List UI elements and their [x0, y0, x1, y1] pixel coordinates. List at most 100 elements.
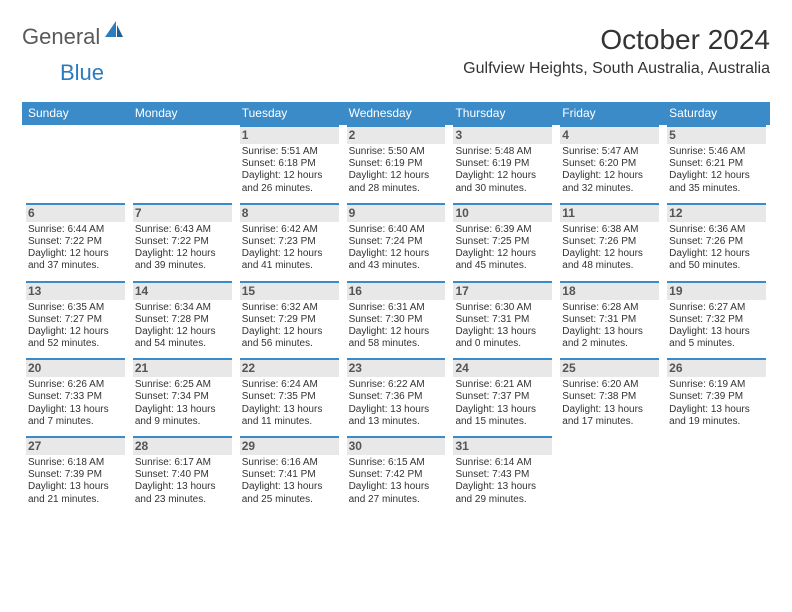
daylight-text-line1: Daylight: 12 hours: [347, 170, 446, 182]
sunrise-text: Sunrise: 6:31 AM: [347, 302, 446, 314]
calendar-day-cell: [663, 436, 770, 514]
calendar-day-number: 26: [667, 358, 766, 377]
daylight-text-line2: and 26 minutes.: [240, 183, 339, 195]
daylight-text-line2: and 19 minutes.: [667, 416, 766, 428]
calendar-day-cell: 2Sunrise: 5:50 AMSunset: 6:19 PMDaylight…: [343, 125, 450, 203]
daylight-text-line2: and 54 minutes.: [133, 338, 232, 350]
calendar-day-number: 16: [347, 281, 446, 300]
calendar-day-number: 21: [133, 358, 232, 377]
calendar-day-cell: 27Sunrise: 6:18 AMSunset: 7:39 PMDayligh…: [22, 436, 129, 514]
daylight-text-line2: and 21 minutes.: [26, 494, 125, 506]
calendar-day-number: 30: [347, 436, 446, 455]
calendar-week-row: 1Sunrise: 5:51 AMSunset: 6:18 PMDaylight…: [22, 125, 770, 203]
calendar-day-number: 17: [453, 281, 552, 300]
calendar-day-number: 8: [240, 203, 339, 222]
calendar-day-cell: 25Sunrise: 6:20 AMSunset: 7:38 PMDayligh…: [556, 358, 663, 436]
calendar-day-cell: 5Sunrise: 5:46 AMSunset: 6:21 PMDaylight…: [663, 125, 770, 203]
daylight-text-line2: and 7 minutes.: [26, 416, 125, 428]
calendar-day-cell: 12 Sunrise: 6:36 AMSunset: 7:26 PMDayligh…: [663, 203, 770, 281]
sunset-text: Sunset: 7:26 PM: [560, 236, 659, 248]
daylight-text-line2: and 32 minutes.: [560, 183, 659, 195]
calendar-day-number: 7: [133, 203, 232, 222]
sunrise-text: Sunrise: 6:43 AM: [133, 224, 232, 236]
calendar-day-number: 12: [667, 203, 766, 222]
daylight-text-line2: and 2 minutes.: [560, 338, 659, 350]
sunset-text: Sunset: 7:33 PM: [26, 391, 125, 403]
calendar-day-number: 5: [667, 125, 766, 144]
calendar-dow-header: Sunday: [22, 102, 129, 125]
calendar-day-number: 9: [347, 203, 446, 222]
daylight-text-line2: and 45 minutes.: [453, 260, 552, 272]
logo: General: [22, 24, 127, 50]
sunrise-text: Sunrise: 6:36 AM: [667, 224, 766, 236]
sunrise-text: Sunrise: 6:39 AM: [453, 224, 552, 236]
sunset-text: Sunset: 7:31 PM: [453, 314, 552, 326]
sunrise-text: Sunrise: 6:32 AM: [240, 302, 339, 314]
sunrise-text: Sunrise: 6:40 AM: [347, 224, 446, 236]
sunset-text: Sunset: 7:39 PM: [26, 469, 125, 481]
sunset-text: Sunset: 7:38 PM: [560, 391, 659, 403]
calendar-week-row: 6Sunrise: 6:44 AMSunset: 7:22 PMDaylight…: [22, 203, 770, 281]
sunset-text: Sunset: 7:23 PM: [240, 236, 339, 248]
calendar-day-number: 25: [560, 358, 659, 377]
daylight-text-line2: and 48 minutes.: [560, 260, 659, 272]
sunset-text: Sunset: 7:27 PM: [26, 314, 125, 326]
calendar-day-cell: 13Sunrise: 6:35 AMSunset: 7:27 PMDayligh…: [22, 281, 129, 359]
calendar-header-row: SundayMondayTuesdayWednesdayThursdayFrid…: [22, 102, 770, 125]
daylight-text-line1: Daylight: 13 hours: [560, 326, 659, 338]
sunset-text: Sunset: 7:24 PM: [347, 236, 446, 248]
sunset-text: Sunset: 7:39 PM: [667, 391, 766, 403]
calendar-day-number: 20: [26, 358, 125, 377]
sunset-text: Sunset: 7:26 PM: [667, 236, 766, 248]
sunset-text: Sunset: 7:35 PM: [240, 391, 339, 403]
calendar-day-number: 28: [133, 436, 232, 455]
daylight-text-line1: Daylight: 12 hours: [240, 326, 339, 338]
sunrise-text: Sunrise: 5:46 AM: [667, 146, 766, 158]
calendar-day-cell: 30Sunrise: 6:15 AMSunset: 7:42 PMDayligh…: [343, 436, 450, 514]
daylight-text-line2: and 11 minutes.: [240, 416, 339, 428]
sunrise-text: Sunrise: 6:18 AM: [26, 457, 125, 469]
calendar-day-cell: 17Sunrise: 6:30 AMSunset: 7:31 PMDayligh…: [449, 281, 556, 359]
calendar-dow-header: Tuesday: [236, 102, 343, 125]
calendar-day-cell: 7Sunrise: 6:43 AMSunset: 7:22 PMDaylight…: [129, 203, 236, 281]
daylight-text-line1: Daylight: 12 hours: [667, 248, 766, 260]
sunset-text: Sunset: 7:43 PM: [453, 469, 552, 481]
calendar-dow-header: Thursday: [449, 102, 556, 125]
calendar-week-row: 20Sunrise: 6:26 AMSunset: 7:33 PMDayligh…: [22, 358, 770, 436]
calendar-day-cell: 9Sunrise: 6:40 AMSunset: 7:24 PMDaylight…: [343, 203, 450, 281]
calendar-day-number: 29: [240, 436, 339, 455]
calendar-empty-cell: [560, 436, 659, 452]
calendar-day-cell: 14Sunrise: 6:34 AMSunset: 7:28 PMDayligh…: [129, 281, 236, 359]
sunset-text: Sunset: 7:29 PM: [240, 314, 339, 326]
daylight-text-line1: Daylight: 13 hours: [453, 404, 552, 416]
sunset-text: Sunset: 7:34 PM: [133, 391, 232, 403]
calendar-day-cell: 10Sunrise: 6:39 AMSunset: 7:25 PMDayligh…: [449, 203, 556, 281]
daylight-text-line2: and 39 minutes.: [133, 260, 232, 272]
calendar-day-cell: 16Sunrise: 6:31 AMSunset: 7:30 PMDayligh…: [343, 281, 450, 359]
calendar-day-cell: 26Sunrise: 6:19 AMSunset: 7:39 PMDayligh…: [663, 358, 770, 436]
daylight-text-line1: Daylight: 12 hours: [133, 248, 232, 260]
calendar-week-row: 27Sunrise: 6:18 AMSunset: 7:39 PMDayligh…: [22, 436, 770, 514]
daylight-text-line1: Daylight: 12 hours: [453, 248, 552, 260]
sunset-text: Sunset: 6:20 PM: [560, 158, 659, 170]
sunset-text: Sunset: 7:42 PM: [347, 469, 446, 481]
sunrise-text: Sunrise: 6:20 AM: [560, 379, 659, 391]
calendar-day-cell: 22Sunrise: 6:24 AMSunset: 7:35 PMDayligh…: [236, 358, 343, 436]
calendar-day-number: 19: [667, 281, 766, 300]
logo-text-blue: Blue: [60, 60, 104, 85]
calendar-day-number: 22: [240, 358, 339, 377]
daylight-text-line2: and 58 minutes.: [347, 338, 446, 350]
daylight-text-line1: Daylight: 13 hours: [240, 481, 339, 493]
calendar-day-cell: 24Sunrise: 6:21 AMSunset: 7:37 PMDayligh…: [449, 358, 556, 436]
daylight-text-line2: and 28 minutes.: [347, 183, 446, 195]
calendar-day-cell: [22, 125, 129, 203]
sunset-text: Sunset: 7:28 PM: [133, 314, 232, 326]
sunset-text: Sunset: 6:19 PM: [347, 158, 446, 170]
sunrise-text: Sunrise: 6:21 AM: [453, 379, 552, 391]
calendar-grid: SundayMondayTuesdayWednesdayThursdayFrid…: [22, 102, 770, 514]
calendar-empty-cell: [26, 125, 125, 141]
sunrise-text: Sunrise: 6:38 AM: [560, 224, 659, 236]
logo-text-general: General: [22, 24, 100, 50]
calendar-day-cell: 31Sunrise: 6:14 AMSunset: 7:43 PMDayligh…: [449, 436, 556, 514]
daylight-text-line1: Daylight: 12 hours: [240, 170, 339, 182]
